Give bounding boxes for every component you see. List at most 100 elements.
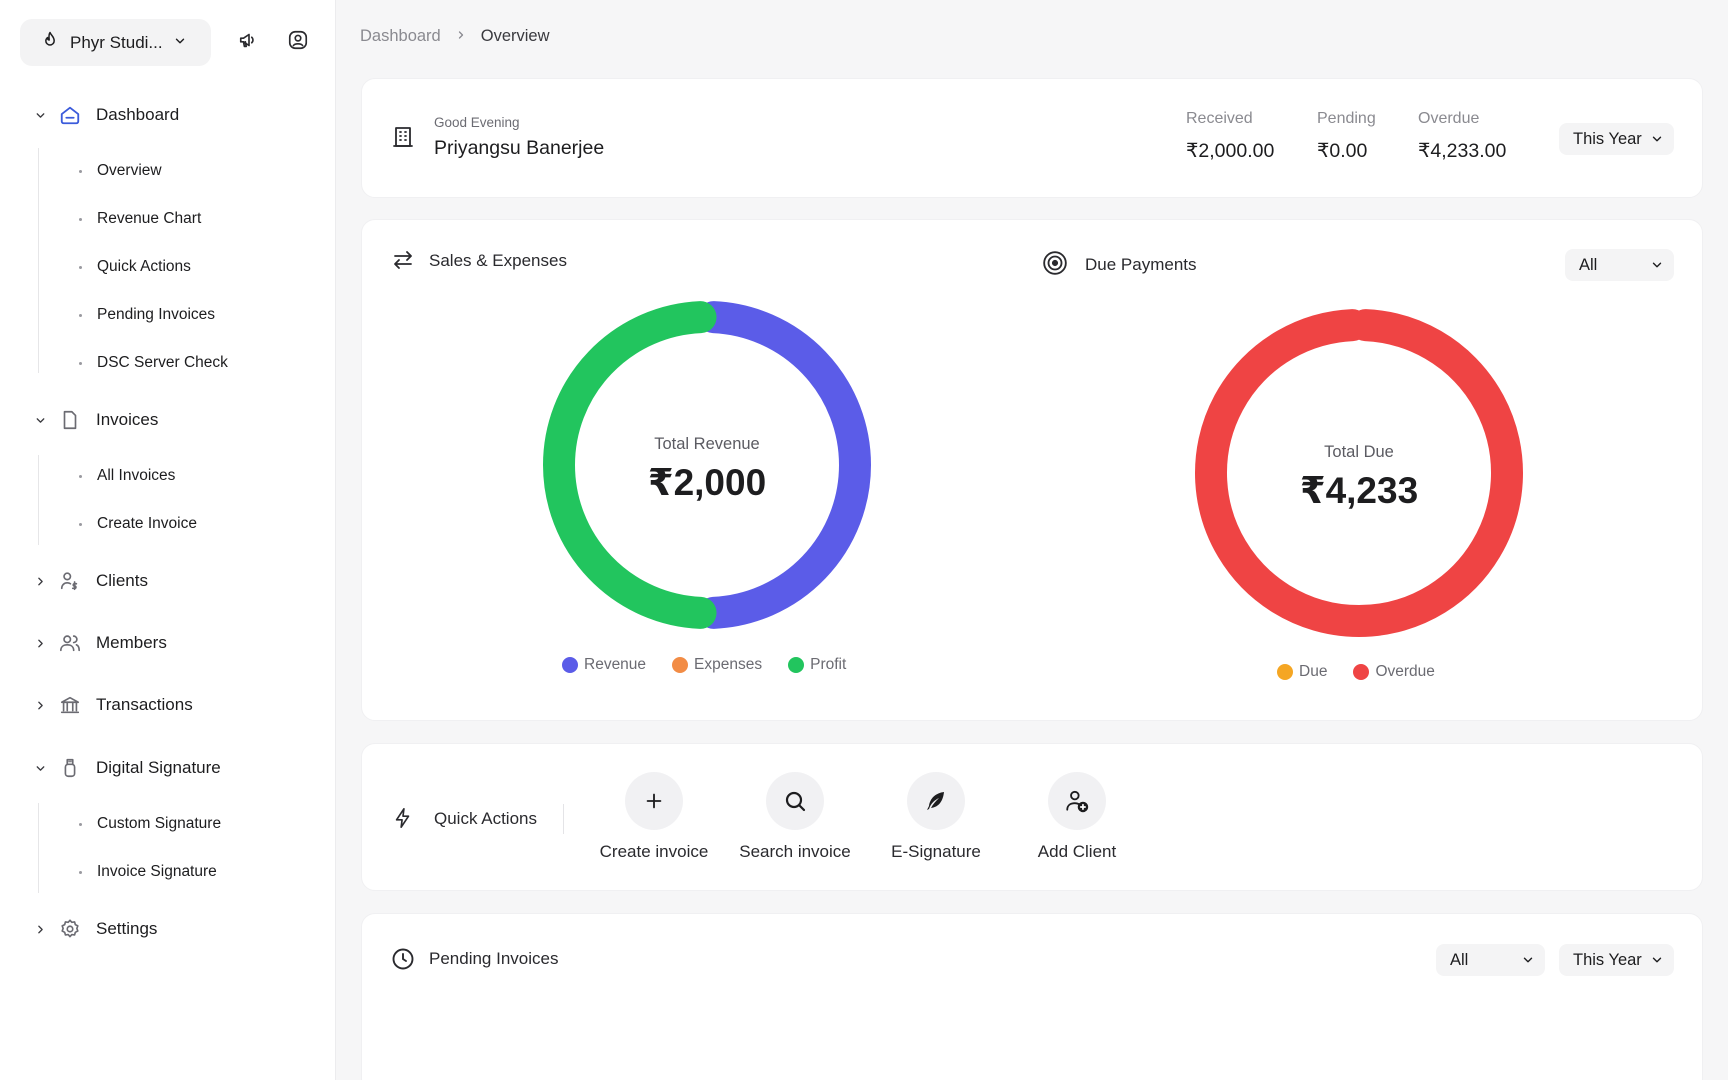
quick-actions-card: Quick Actions Create invoice Search invo… [361, 743, 1703, 891]
nav-guide [38, 148, 39, 373]
chevron-down-icon [1521, 953, 1535, 967]
due-donut-chart [1195, 309, 1523, 637]
sidebar-item-label: Create Invoice [97, 515, 197, 532]
sidebar-group-transactions[interactable]: Transactions [0, 685, 336, 725]
search-invoice-button[interactable]: Search invoice [725, 772, 865, 862]
donut-slice-overdue [1195, 309, 1523, 637]
sidebar-item-custom-signature[interactable]: Custom Signature [0, 807, 336, 841]
plus-icon [625, 772, 683, 830]
pending-filter-select[interactable]: All [1436, 944, 1545, 976]
sidebar-item-pending-invoices[interactable]: Pending Invoices [0, 298, 336, 332]
sidebar-group-label: Digital Signature [96, 758, 221, 777]
sidebar-item-label: Pending Invoices [97, 306, 216, 323]
gear-icon [58, 917, 82, 941]
breadcrumb: Dashboard Overview [360, 24, 550, 48]
megaphone-icon[interactable] [235, 26, 263, 54]
sidebar-group-label: Invoices [96, 410, 159, 429]
sidebar-group-settings[interactable]: Settings [0, 909, 336, 949]
charts-card: Sales & Expenses Total Revenue ₹2,000 Re… [361, 219, 1703, 721]
legend-label: Overdue [1375, 663, 1435, 680]
chevron-right-icon [33, 574, 47, 588]
sidebar-item-invoice-signature[interactable]: Invoice Signature [0, 855, 336, 889]
due-center-value: ₹4,233 [1299, 470, 1419, 511]
bullet [79, 361, 82, 365]
user-circle-icon[interactable] [284, 26, 312, 54]
quick-actions-title: Quick Actions [434, 809, 537, 828]
sidebar-item-dsc-server-check[interactable]: DSC Server Check [0, 346, 336, 380]
legend-dot [1353, 664, 1370, 680]
sidebar-item-label: Quick Actions [97, 258, 191, 275]
arrows-swap-icon [390, 247, 416, 273]
stat-pending-value: ₹0.00 [1317, 140, 1368, 162]
sidebar-item-label: Overview [97, 162, 162, 179]
chevron-right-icon [33, 698, 47, 712]
legend-dot [788, 657, 805, 673]
sidebar-group-label: Settings [96, 919, 158, 938]
stat-received-label: Received [1186, 110, 1253, 127]
sidebar-item-label: Revenue Chart [97, 210, 202, 227]
pending-period-select[interactable]: This Year [1559, 944, 1674, 976]
legend-label: Revenue [584, 656, 647, 673]
legend-dot [1277, 664, 1293, 680]
user-dollar-icon [58, 569, 82, 593]
target-icon [1042, 250, 1068, 276]
sidebar-group-digital-signature[interactable]: Digital Signature [0, 748, 336, 788]
sidebar-group-clients[interactable]: Clients [0, 561, 336, 601]
stat-overdue-value: ₹4,233.00 [1418, 140, 1507, 162]
sales-center-value: ₹2,000 [647, 462, 767, 503]
bullet [79, 474, 82, 478]
sidebar-group-invoices[interactable]: Invoices [0, 400, 336, 440]
building-icon [390, 124, 416, 150]
chevron-down-icon [33, 761, 47, 775]
chevron-right-icon [33, 636, 47, 650]
chevron-down-icon [1650, 258, 1664, 272]
sidebar-item-revenue-chart[interactable]: Revenue Chart [0, 202, 336, 236]
sidebar-item-quick-actions[interactable]: Quick Actions [0, 250, 336, 284]
donut-slice-profit [543, 301, 717, 629]
chevron-right-icon [33, 922, 47, 936]
bullet [79, 217, 82, 221]
user-name: Priyangsu Banerjee [434, 137, 605, 159]
quick-action-label: Search invoice [739, 842, 851, 861]
pending-filter-value: All [1450, 950, 1469, 969]
due-legend: Due Overdue [1277, 663, 1435, 681]
sidebar-item-create-invoice[interactable]: Create Invoice [0, 507, 336, 541]
sales-title: Sales & Expenses [429, 251, 567, 270]
stat-pending-label: Pending [1317, 110, 1376, 127]
due-title: Due Payments [1085, 255, 1197, 274]
sales-legend: Revenue Expenses Profit [562, 656, 846, 674]
feather-icon [907, 772, 965, 830]
sidebar-item-label: All Invoices [97, 467, 176, 484]
sidebar-group-label: Transactions [96, 695, 193, 714]
add-client-button[interactable]: Add Client [1007, 772, 1147, 862]
sales-center-label: Total Revenue [654, 435, 760, 453]
sidebar-group-dashboard[interactable]: Dashboard [0, 95, 336, 135]
workspace-switcher[interactable]: Phyr Studi... [20, 19, 211, 66]
legend-item-overdue: Overdue [1353, 663, 1435, 681]
sidebar-group-members[interactable]: Members [0, 623, 336, 663]
nav-guide [38, 803, 39, 893]
bullet [79, 265, 82, 269]
e-signature-button[interactable]: E-Signature [866, 772, 1006, 862]
flame-icon [40, 30, 60, 55]
legend-label: Profit [810, 656, 847, 673]
user-plus-icon [1048, 772, 1106, 830]
breadcrumb-current: Overview [480, 26, 550, 45]
breadcrumb-dashboard-link[interactable]: Dashboard [360, 26, 441, 45]
legend-dot [672, 657, 689, 673]
bullet [79, 522, 82, 526]
bullet [79, 870, 82, 874]
file-icon [58, 408, 82, 432]
sidebar-item-all-invoices[interactable]: All Invoices [0, 459, 336, 493]
sidebar-item-overview[interactable]: Overview [0, 154, 336, 188]
sales-donut-chart [543, 301, 871, 629]
divider [563, 804, 564, 834]
create-invoice-button[interactable]: Create invoice [584, 772, 724, 862]
users-icon [58, 631, 82, 655]
due-filter-select[interactable]: All [1565, 249, 1674, 281]
period-select[interactable]: This Year [1559, 123, 1674, 155]
nav-guide [38, 455, 39, 545]
quick-action-label: E-Signature [891, 842, 981, 861]
quick-action-label: Add Client [1037, 842, 1117, 861]
sidebar-item-label: DSC Server Check [97, 354, 228, 371]
